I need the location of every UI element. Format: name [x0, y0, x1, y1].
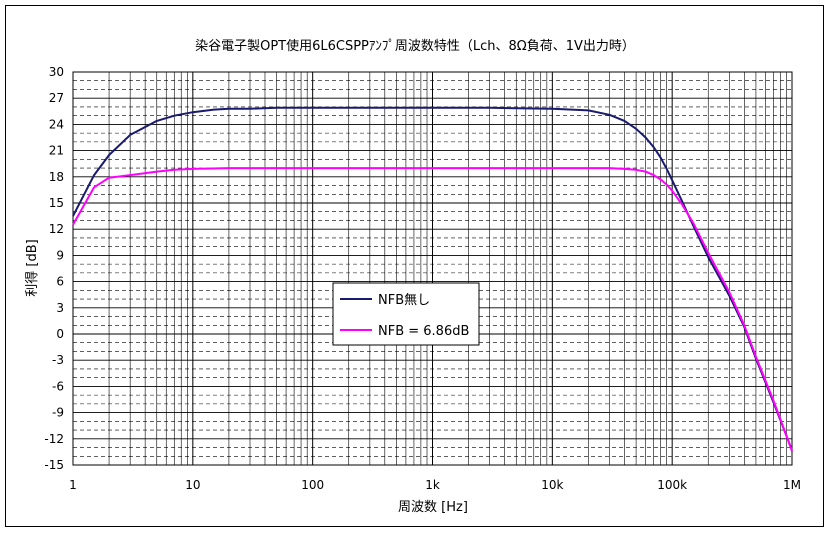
chart-title: 染谷電子製OPT使用6L6CSPPｱﾝﾌﾟ周波数特性（Lch、8Ω負荷、1V出力… [195, 38, 635, 54]
x-tick-label: 10k [541, 478, 563, 492]
legend: NFB無し NFB = 6.86dB [332, 282, 480, 346]
y-tick-label: 0 [56, 327, 64, 341]
x-axis-label: 周波数 [Hz] [398, 500, 468, 515]
y-tick-label: -6 [52, 379, 64, 393]
x-tick-label: 1M [783, 478, 801, 492]
x-tick-label: 1k [425, 478, 440, 492]
grid-lines [72, 71, 793, 466]
y-tick-label: 3 [56, 301, 64, 315]
y-tick-label: 30 [49, 65, 64, 79]
y-tick-label: 27 [49, 91, 64, 105]
y-tick-label: -15 [44, 458, 64, 472]
legend-label-nfb-off: NFB無し [378, 293, 430, 308]
y-tick-label: 9 [56, 248, 64, 262]
y-tick-label: 6 [56, 275, 64, 289]
x-tick-label: 1 [69, 478, 77, 492]
x-tick-label: 10 [185, 478, 200, 492]
y-tick-label: 15 [49, 196, 64, 210]
y-tick-label: -12 [44, 432, 64, 446]
x-tick-label: 100k [657, 478, 687, 492]
y-tick-label: 18 [49, 170, 64, 184]
y-tick-label: -3 [52, 353, 64, 367]
y-tick-label: -9 [52, 406, 64, 420]
y-axis-label: 利得 [dB] [24, 239, 40, 296]
y-tick-label: 21 [49, 144, 64, 158]
x-tick-label: 100 [301, 478, 324, 492]
y-tick-label: 24 [49, 117, 64, 131]
series-line-nfb-on [72, 167, 793, 452]
series-line-nfb-off [72, 106, 793, 451]
y-tick-label: 12 [49, 222, 64, 236]
series-lines [72, 106, 793, 452]
legend-box [332, 282, 480, 346]
legend-label-nfb-on: NFB = 6.86dB [378, 324, 469, 339]
